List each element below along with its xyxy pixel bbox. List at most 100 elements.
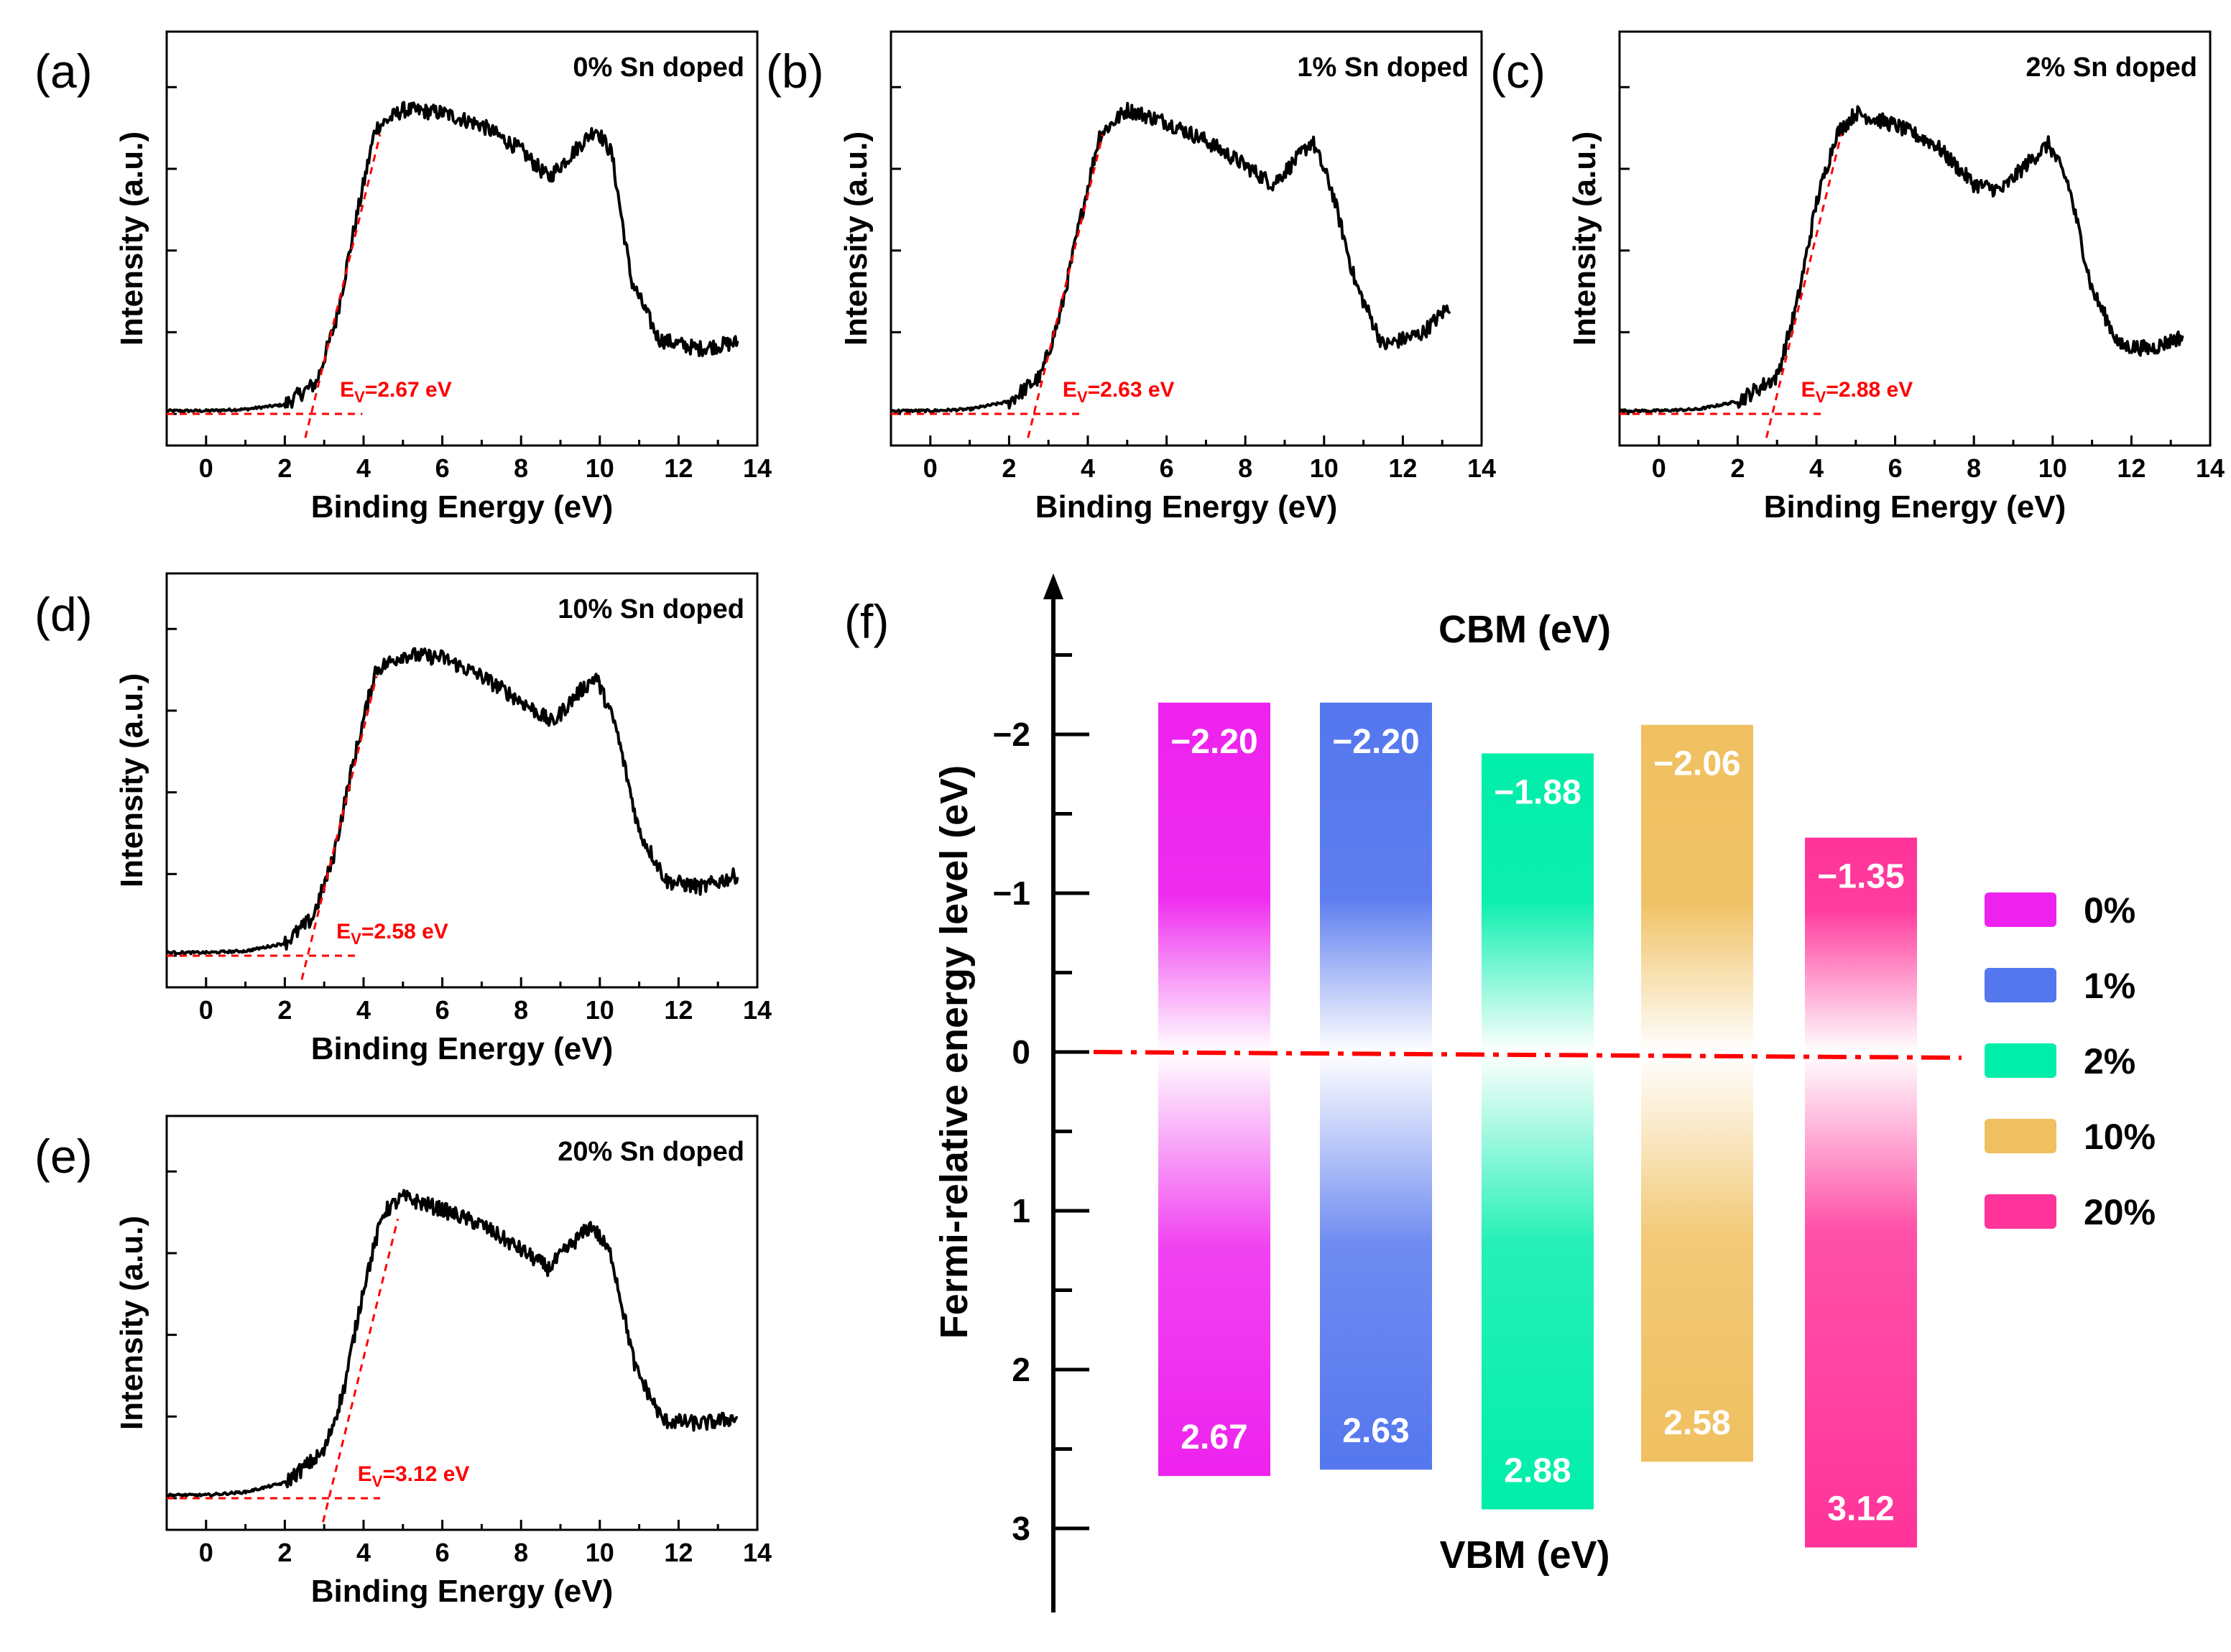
y-tick-label: 1 xyxy=(1012,1192,1030,1229)
x-tick-label: 6 xyxy=(435,995,450,1025)
ups-panel-b: (b) 0 2 4 6 8 10 12 14 Binding Energy (eV) Intensi… xyxy=(766,30,1496,525)
legend-swatch xyxy=(1985,1119,2056,1153)
fermi-level-line xyxy=(1093,1050,1962,1060)
x-tick-label: 0 xyxy=(199,995,213,1025)
x-tick-label: 14 xyxy=(743,995,772,1025)
plot-frame xyxy=(165,572,759,989)
x-axis-title: Binding Energy (eV) xyxy=(1035,489,1337,525)
edge-fit-line xyxy=(300,675,378,980)
x-tick-label: 4 xyxy=(1809,453,1824,483)
x-tick-label: 8 xyxy=(514,1538,528,1567)
panel-label: (d) xyxy=(34,588,93,641)
y-axis-title: Intensity (a.u.) xyxy=(114,131,149,346)
edge-fit-line xyxy=(1765,134,1842,438)
vbm-value: 3.12 xyxy=(1827,1490,1894,1528)
cbm-label: CBM (eV) xyxy=(1438,608,1611,651)
sample-title: 2% Sn doped xyxy=(2026,52,2197,83)
y-tick-label: 0 xyxy=(1012,1033,1030,1071)
sample-title: 10% Sn doped xyxy=(558,594,744,624)
spectrum-line xyxy=(165,101,739,413)
x-tick-label: 6 xyxy=(435,1538,450,1567)
band-alignment-panel: (f) −2 −1 0 1 2 3 Fermi-relative energy level (… xyxy=(844,573,2156,1612)
y-tick-label: 2 xyxy=(1012,1351,1030,1388)
y-axis-title: Intensity (a.u.) xyxy=(1567,131,1602,346)
vbm-value: 2.88 xyxy=(1504,1452,1571,1490)
x-tick-label: 6 xyxy=(435,453,450,483)
x-tick-label: 12 xyxy=(1388,453,1417,483)
ev-annotation: EV=2.67 eV xyxy=(340,378,452,406)
cbm-value: −1.35 xyxy=(1817,858,1904,896)
x-tick-label: 12 xyxy=(664,453,693,483)
x-tick-label: 2 xyxy=(1730,453,1745,483)
spectrum-line xyxy=(1618,105,2184,414)
plot-frame xyxy=(1618,30,2212,447)
panel-label: (c) xyxy=(1490,45,1546,98)
x-tick-label: 8 xyxy=(514,995,528,1025)
x-axis-title: Binding Energy (eV) xyxy=(1764,489,2066,525)
y-axis-arrow xyxy=(1043,573,1063,599)
x-tick-label: 10 xyxy=(2038,453,2067,483)
y-axis-title: Intensity (a.u.) xyxy=(114,673,149,887)
vbm-label: VBM (eV) xyxy=(1439,1533,1609,1577)
edge-fit-line xyxy=(304,134,382,438)
x-tick-label: 12 xyxy=(664,995,693,1025)
y-axis-title: Fermi-relative energy level (eV) xyxy=(933,765,976,1339)
panel-label: (f) xyxy=(844,595,889,648)
legend-swatch xyxy=(1985,1194,2056,1229)
x-tick-label: 4 xyxy=(1081,453,1095,483)
x-tick-label: 2 xyxy=(277,453,292,483)
spectrum-line xyxy=(165,647,739,956)
legend-label: 2% xyxy=(2084,1041,2135,1081)
x-tick-label: 4 xyxy=(356,1538,371,1567)
legend-label: 0% xyxy=(2084,890,2135,931)
sample-title: 1% Sn doped xyxy=(1297,52,1469,83)
plot-frame xyxy=(890,30,1483,447)
x-tick-label: 0 xyxy=(1652,453,1666,483)
x-tick-label: 10 xyxy=(1310,453,1339,483)
x-axis-title: Binding Energy (eV) xyxy=(311,1574,613,1609)
legend-label: 10% xyxy=(2084,1117,2156,1157)
x-axis-title: Binding Energy (eV) xyxy=(311,1031,613,1066)
band-bar-2pct xyxy=(1482,753,1594,1510)
x-tick-label: 10 xyxy=(586,453,614,483)
panel-label: (a) xyxy=(34,45,93,98)
ev-annotation: EV=2.88 eV xyxy=(1801,378,1913,406)
panel-label: (b) xyxy=(766,45,824,98)
x-tick-label: 14 xyxy=(2196,453,2225,483)
y-tick-label: 3 xyxy=(1012,1510,1030,1547)
vbm-value: 2.58 xyxy=(1663,1404,1730,1442)
x-tick-label: 0 xyxy=(199,453,213,483)
x-tick-label: 4 xyxy=(356,995,371,1025)
y-axis-title: Intensity (a.u.) xyxy=(839,131,874,346)
x-tick-label: 2 xyxy=(277,995,292,1025)
x-tick-label: 0 xyxy=(923,453,938,483)
ev-annotation: EV=2.58 eV xyxy=(336,920,448,948)
plot-frame xyxy=(165,30,759,447)
x-tick-label: 2 xyxy=(277,1538,292,1567)
cbm-value: −2.06 xyxy=(1653,745,1740,783)
band-bar-0pct xyxy=(1158,702,1270,1477)
ups-panel-d: (d) 0 2 4 6 8 10 12 14 Binding Energy (eV) Intensi… xyxy=(34,572,772,1066)
x-tick-label: 8 xyxy=(1967,453,1981,483)
edge-fit-line xyxy=(322,1218,399,1523)
cbm-value: −2.20 xyxy=(1170,723,1257,761)
x-tick-label: 4 xyxy=(356,453,371,483)
ups-panel-a: (a) 0 2 4 6 8 10 12 14 Binding Energy (eV) Intensi… xyxy=(34,30,772,525)
x-tick-label: 8 xyxy=(1238,453,1252,483)
vbm-value: 2.67 xyxy=(1181,1418,1247,1457)
cbm-value: −1.88 xyxy=(1494,774,1581,812)
x-tick-label: 12 xyxy=(664,1538,693,1567)
x-tick-label: 14 xyxy=(743,453,772,483)
x-tick-label: 8 xyxy=(514,453,528,483)
ev-annotation: EV=3.12 eV xyxy=(358,1462,470,1490)
x-tick-label: 10 xyxy=(586,995,614,1025)
x-tick-label: 2 xyxy=(1002,453,1016,483)
cbm-value: −2.20 xyxy=(1332,723,1419,761)
y-axis-title: Intensity (a.u.) xyxy=(114,1216,149,1430)
legend-swatch xyxy=(1985,892,2056,927)
x-tick-label: 14 xyxy=(1467,453,1496,483)
band-bar-10pct xyxy=(1641,724,1753,1462)
x-axis-title: Binding Energy (eV) xyxy=(311,489,613,525)
x-tick-label: 6 xyxy=(1888,453,1903,483)
